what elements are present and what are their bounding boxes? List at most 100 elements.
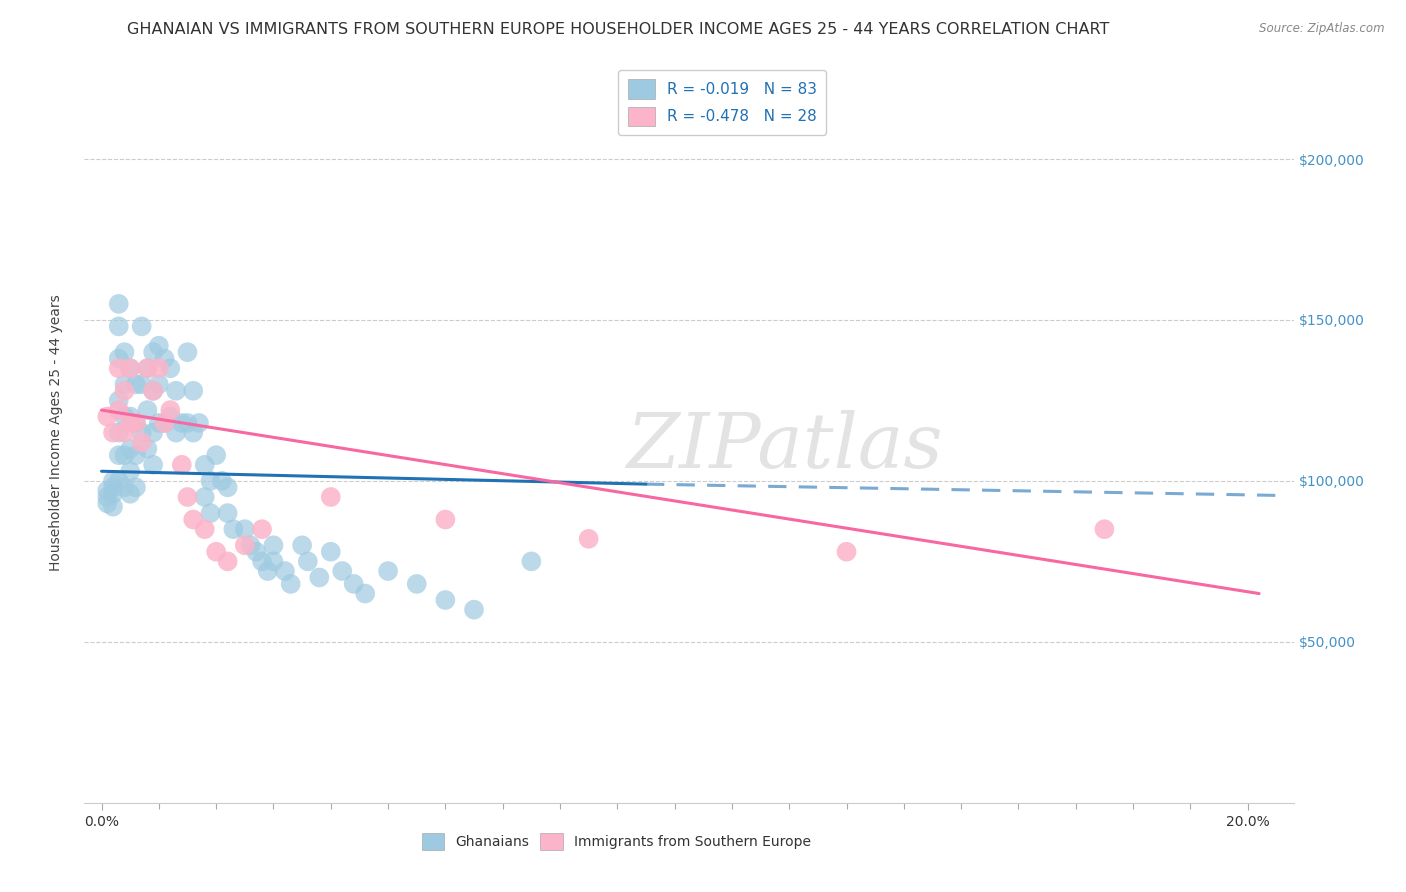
Point bbox=[263, 554, 285, 568]
Point bbox=[194, 458, 217, 472]
Point bbox=[114, 377, 136, 392]
Point bbox=[159, 403, 181, 417]
Point bbox=[107, 351, 129, 366]
Point bbox=[263, 538, 285, 552]
Point bbox=[120, 416, 142, 430]
Point bbox=[142, 345, 165, 359]
Point bbox=[188, 416, 211, 430]
Point bbox=[114, 409, 136, 424]
Point bbox=[165, 384, 187, 398]
Point bbox=[233, 538, 256, 552]
Point bbox=[101, 480, 124, 494]
Point bbox=[96, 496, 118, 510]
Point bbox=[250, 554, 273, 568]
Text: GHANAIAN VS IMMIGRANTS FROM SOUTHERN EUROPE HOUSEHOLDER INCOME AGES 25 - 44 YEAR: GHANAIAN VS IMMIGRANTS FROM SOUTHERN EUR… bbox=[128, 22, 1109, 37]
Y-axis label: Householder Income Ages 25 - 44 years: Householder Income Ages 25 - 44 years bbox=[49, 294, 63, 571]
Point bbox=[181, 425, 204, 440]
Point bbox=[217, 554, 239, 568]
Point bbox=[205, 545, 228, 559]
Point bbox=[165, 425, 187, 440]
Point bbox=[217, 506, 239, 520]
Point bbox=[835, 545, 858, 559]
Point bbox=[136, 361, 159, 376]
Point bbox=[405, 577, 427, 591]
Point bbox=[170, 458, 193, 472]
Point bbox=[120, 487, 142, 501]
Point bbox=[131, 319, 153, 334]
Point bbox=[114, 480, 136, 494]
Point bbox=[291, 538, 314, 552]
Point bbox=[142, 458, 165, 472]
Point bbox=[434, 593, 457, 607]
Point bbox=[148, 361, 170, 376]
Point bbox=[217, 480, 239, 494]
Point bbox=[131, 435, 153, 450]
Point bbox=[101, 425, 124, 440]
Point bbox=[107, 361, 129, 376]
Point bbox=[280, 577, 302, 591]
Point bbox=[319, 490, 342, 504]
Point bbox=[153, 416, 176, 430]
Point bbox=[136, 403, 159, 417]
Point bbox=[120, 442, 142, 456]
Point bbox=[176, 416, 198, 430]
Point bbox=[297, 554, 319, 568]
Point bbox=[170, 416, 193, 430]
Point bbox=[148, 339, 170, 353]
Point bbox=[125, 416, 148, 430]
Point bbox=[142, 425, 165, 440]
Point bbox=[153, 416, 176, 430]
Point bbox=[120, 361, 142, 376]
Point bbox=[107, 448, 129, 462]
Point bbox=[319, 545, 342, 559]
Point bbox=[125, 480, 148, 494]
Point bbox=[120, 464, 142, 478]
Point bbox=[136, 361, 159, 376]
Point bbox=[96, 483, 118, 498]
Point bbox=[101, 474, 124, 488]
Point bbox=[142, 384, 165, 398]
Point bbox=[578, 532, 600, 546]
Point bbox=[136, 442, 159, 456]
Point bbox=[96, 490, 118, 504]
Point bbox=[239, 538, 262, 552]
Point bbox=[107, 403, 129, 417]
Point bbox=[125, 448, 148, 462]
Point bbox=[159, 361, 181, 376]
Point bbox=[520, 554, 543, 568]
Point bbox=[120, 361, 142, 376]
Point bbox=[131, 425, 153, 440]
Point bbox=[308, 570, 330, 584]
Point bbox=[114, 384, 136, 398]
Point bbox=[330, 564, 353, 578]
Point bbox=[125, 377, 148, 392]
Text: ZIPatlas: ZIPatlas bbox=[627, 410, 943, 484]
Point bbox=[211, 474, 233, 488]
Point bbox=[233, 522, 256, 536]
Point bbox=[463, 602, 485, 616]
Point bbox=[107, 319, 129, 334]
Point bbox=[343, 577, 366, 591]
Point bbox=[200, 474, 222, 488]
Legend: Ghanaians, Immigrants from Southern Europe: Ghanaians, Immigrants from Southern Euro… bbox=[416, 827, 817, 855]
Point bbox=[200, 506, 222, 520]
Point bbox=[159, 409, 181, 424]
Point bbox=[354, 586, 377, 600]
Point bbox=[107, 425, 129, 440]
Point bbox=[245, 545, 267, 559]
Point bbox=[107, 297, 129, 311]
Point bbox=[194, 522, 217, 536]
Point bbox=[250, 522, 273, 536]
Text: Source: ZipAtlas.com: Source: ZipAtlas.com bbox=[1260, 22, 1385, 36]
Point bbox=[222, 522, 245, 536]
Point bbox=[142, 384, 165, 398]
Point bbox=[114, 448, 136, 462]
Point bbox=[107, 474, 129, 488]
Point bbox=[114, 345, 136, 359]
Point bbox=[120, 409, 142, 424]
Point bbox=[434, 512, 457, 526]
Point bbox=[1092, 522, 1115, 536]
Point bbox=[101, 500, 124, 514]
Point bbox=[148, 416, 170, 430]
Point bbox=[101, 487, 124, 501]
